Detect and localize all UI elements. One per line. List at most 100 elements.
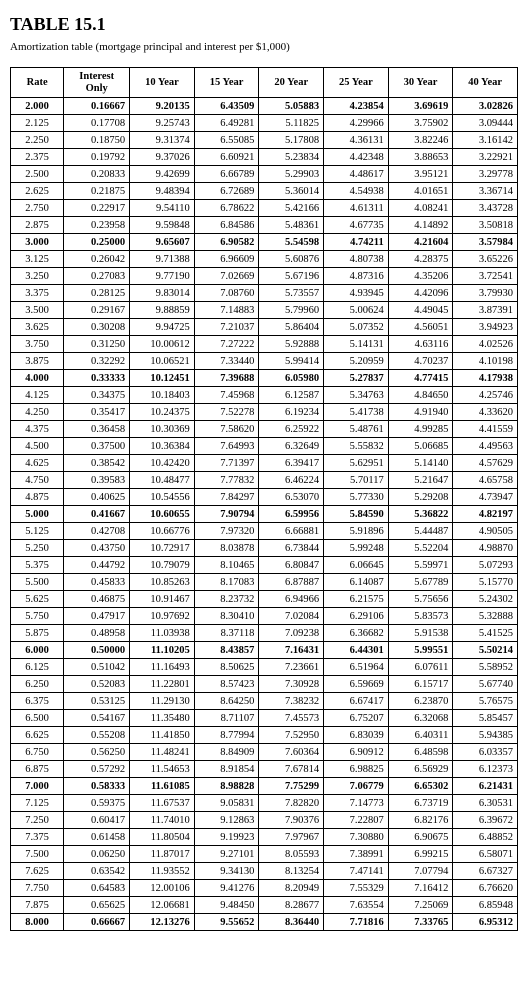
table-cell: 5.36822 bbox=[388, 506, 453, 523]
table-cell: 4.42348 bbox=[324, 149, 389, 166]
table-cell: 7.39688 bbox=[194, 370, 259, 387]
table-row: 7.6250.6354211.935529.341308.132547.4714… bbox=[11, 863, 518, 880]
table-cell: 6.85948 bbox=[453, 897, 518, 914]
table-cell: 6.03357 bbox=[453, 744, 518, 761]
table-cell: 9.77190 bbox=[130, 268, 195, 285]
table-cell: 6.36682 bbox=[324, 625, 389, 642]
table-cell: 5.27837 bbox=[324, 370, 389, 387]
table-cell: 0.47917 bbox=[64, 608, 130, 625]
table-cell: 8.50625 bbox=[194, 659, 259, 676]
table-cell: 0.45833 bbox=[64, 574, 130, 591]
col-header: 15 Year bbox=[194, 68, 259, 98]
table-cell: 6.23870 bbox=[388, 693, 453, 710]
table-cell: 3.22921 bbox=[453, 149, 518, 166]
table-cell: 8.28677 bbox=[259, 897, 324, 914]
table-cell: 11.03938 bbox=[130, 625, 195, 642]
table-cell: 10.36384 bbox=[130, 438, 195, 455]
table-cell: 5.05883 bbox=[259, 98, 324, 115]
table-cell: 6.51964 bbox=[324, 659, 389, 676]
table-cell: 0.17708 bbox=[64, 115, 130, 132]
table-cell: 6.83039 bbox=[324, 727, 389, 744]
table-cell: 4.73947 bbox=[453, 489, 518, 506]
table-cell: 5.00624 bbox=[324, 302, 389, 319]
table-row: 5.0000.4166710.606557.907946.599565.8459… bbox=[11, 506, 518, 523]
table-cell: 4.65758 bbox=[453, 472, 518, 489]
table-cell: 7.84297 bbox=[194, 489, 259, 506]
table-cell: 9.20135 bbox=[130, 98, 195, 115]
table-cell: 6.500 bbox=[11, 710, 64, 727]
table-cell: 6.66881 bbox=[259, 523, 324, 540]
table-cell: 7.47141 bbox=[324, 863, 389, 880]
table-cell: 2.125 bbox=[11, 115, 64, 132]
table-cell: 7.22807 bbox=[324, 812, 389, 829]
table-cell: 7.45968 bbox=[194, 387, 259, 404]
table-cell: 3.16142 bbox=[453, 132, 518, 149]
table-cell: 6.12373 bbox=[453, 761, 518, 778]
table-cell: 6.94966 bbox=[259, 591, 324, 608]
table-cell: 7.38991 bbox=[324, 846, 389, 863]
table-cell: 6.21575 bbox=[324, 591, 389, 608]
table-cell: 5.42166 bbox=[259, 200, 324, 217]
table-cell: 11.29130 bbox=[130, 693, 195, 710]
table-cell: 9.19923 bbox=[194, 829, 259, 846]
table-cell: 8.36440 bbox=[259, 914, 324, 931]
table-row: 5.5000.4583310.852638.170836.878876.1408… bbox=[11, 574, 518, 591]
table-cell: 2.250 bbox=[11, 132, 64, 149]
table-row: 5.6250.4687510.914678.237326.949666.2157… bbox=[11, 591, 518, 608]
table-cell: 0.27083 bbox=[64, 268, 130, 285]
table-cell: 5.76575 bbox=[453, 693, 518, 710]
table-cell: 7.750 bbox=[11, 880, 64, 897]
table-row: 6.6250.5520811.418508.779947.529506.8303… bbox=[11, 727, 518, 744]
table-cell: 5.48361 bbox=[259, 217, 324, 234]
table-cell: 8.57423 bbox=[194, 676, 259, 693]
table-row: 2.7500.229179.541106.786225.421664.61311… bbox=[11, 200, 518, 217]
table-cell: 6.59956 bbox=[259, 506, 324, 523]
table-cell: 5.52204 bbox=[388, 540, 453, 557]
table-cell: 4.125 bbox=[11, 387, 64, 404]
table-cell: 4.91940 bbox=[388, 404, 453, 421]
table-cell: 8.30410 bbox=[194, 608, 259, 625]
table-cell: 7.07794 bbox=[388, 863, 453, 880]
table-cell: 11.48241 bbox=[130, 744, 195, 761]
table-cell: 5.06685 bbox=[388, 438, 453, 455]
table-cell: 8.13254 bbox=[259, 863, 324, 880]
table-cell: 7.23661 bbox=[259, 659, 324, 676]
table-cell: 0.16667 bbox=[64, 98, 130, 115]
table-row: 5.7500.4791710.976928.304107.020846.2910… bbox=[11, 608, 518, 625]
table-cell: 6.29106 bbox=[324, 608, 389, 625]
col-header: InterestOnly bbox=[64, 68, 130, 98]
table-cell: 8.17083 bbox=[194, 574, 259, 591]
table-cell: 11.16493 bbox=[130, 659, 195, 676]
table-cell: 0.36458 bbox=[64, 421, 130, 438]
table-cell: 5.92888 bbox=[259, 336, 324, 353]
table-cell: 12.06681 bbox=[130, 897, 195, 914]
table-cell: 5.44487 bbox=[388, 523, 453, 540]
table-cell: 3.375 bbox=[11, 285, 64, 302]
table-cell: 10.72917 bbox=[130, 540, 195, 557]
table-row: 2.6250.218759.483946.726895.360144.54938… bbox=[11, 183, 518, 200]
table-cell: 6.75207 bbox=[324, 710, 389, 727]
table-cell: 8.23732 bbox=[194, 591, 259, 608]
table-cell: 7.250 bbox=[11, 812, 64, 829]
table-row: 6.0000.5000011.102058.438577.164316.4430… bbox=[11, 642, 518, 659]
table-cell: 4.750 bbox=[11, 472, 64, 489]
table-row: 7.7500.6458312.001069.412768.209497.5532… bbox=[11, 880, 518, 897]
table-cell: 6.98825 bbox=[324, 761, 389, 778]
table-row: 6.1250.5104211.164938.506257.236616.5196… bbox=[11, 659, 518, 676]
table-cell: 3.29778 bbox=[453, 166, 518, 183]
table-cell: 5.23834 bbox=[259, 149, 324, 166]
table-cell: 0.18750 bbox=[64, 132, 130, 149]
table-cell: 6.73844 bbox=[259, 540, 324, 557]
table-cell: 6.53070 bbox=[259, 489, 324, 506]
table-cell: 5.500 bbox=[11, 574, 64, 591]
table-cell: 6.12587 bbox=[259, 387, 324, 404]
table-cell: 5.99551 bbox=[388, 642, 453, 659]
table-cell: 4.93945 bbox=[324, 285, 389, 302]
table-cell: 9.55652 bbox=[194, 914, 259, 931]
table-cell: 7.64993 bbox=[194, 438, 259, 455]
table-cell: 0.50000 bbox=[64, 642, 130, 659]
table-cell: 5.84590 bbox=[324, 506, 389, 523]
table-cell: 4.23854 bbox=[324, 98, 389, 115]
table-cell: 6.90675 bbox=[388, 829, 453, 846]
table-cell: 6.55085 bbox=[194, 132, 259, 149]
